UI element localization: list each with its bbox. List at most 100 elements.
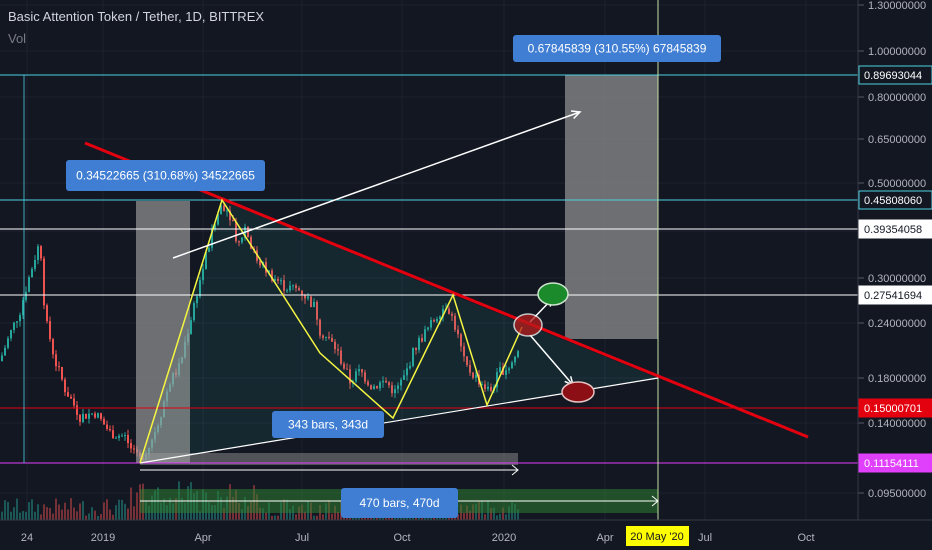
candle-body (241, 237, 243, 243)
candle-body (55, 354, 57, 367)
candle-body (37, 246, 39, 260)
measure-label-text: 343 bars, 343d (288, 418, 368, 432)
candle-body (193, 303, 195, 321)
volume-bar (304, 511, 306, 520)
candle-body (52, 339, 54, 355)
volume-bar (517, 509, 519, 520)
volume-bar (67, 509, 69, 520)
candle-body (496, 372, 498, 388)
volume-bar (223, 507, 225, 520)
volume-bar (70, 498, 72, 520)
candle-body (94, 413, 96, 418)
candle-body (274, 278, 276, 281)
candle-body (40, 246, 42, 259)
volume-label: Vol (8, 31, 27, 46)
candle-body (379, 382, 381, 389)
candle-body (514, 356, 516, 363)
candle-body (487, 386, 489, 390)
volume-bar (505, 514, 507, 520)
candle-body (205, 251, 207, 270)
volume-bar (259, 507, 261, 520)
candle-body (31, 268, 33, 278)
measure-label-box (272, 411, 384, 438)
candle-body (103, 418, 105, 425)
volume-bar (508, 506, 510, 520)
candle-body (433, 320, 435, 322)
time-tick-label: Apr (596, 532, 613, 544)
candle-body (295, 285, 297, 289)
candle-body (220, 205, 222, 215)
volume-bar (124, 503, 126, 520)
candle-body (481, 384, 483, 386)
volume-bar (313, 515, 315, 520)
candle-body (403, 375, 405, 380)
volume-bar (322, 514, 324, 520)
candle-body (310, 296, 312, 308)
candle-body (451, 313, 453, 316)
candle-body (460, 334, 462, 347)
time-axis: 24 2019 Apr Jul Oct 2020 Apr Jul Oct 20 May '20 (0, 519, 932, 546)
volume-bar (295, 514, 297, 520)
candle-body (88, 413, 90, 419)
candle-body (250, 236, 252, 249)
candle-body (322, 335, 324, 338)
volume-bar (25, 511, 27, 520)
candle-body (16, 321, 18, 323)
candle-body (46, 305, 48, 322)
volume-bar (13, 507, 15, 520)
candle-body (385, 380, 387, 383)
candle-body (100, 413, 102, 419)
candle-body (208, 247, 210, 252)
candle-body (511, 362, 513, 369)
candle-body (364, 372, 366, 382)
candle-body (349, 369, 351, 384)
volume-bar (199, 511, 201, 520)
volume-bar (271, 515, 273, 520)
volume-bar (484, 514, 486, 520)
time-tick-label: Apr (194, 532, 211, 544)
candle-body (214, 224, 216, 229)
volume-bar (109, 509, 111, 520)
candle-body (73, 398, 75, 406)
candle-body (319, 319, 321, 336)
bars-range-arrowhead (511, 464, 519, 476)
candle-body (82, 413, 84, 422)
candle-body (115, 437, 117, 439)
candle-body (508, 368, 510, 371)
candle-body (271, 270, 273, 281)
volume-bar (31, 499, 33, 520)
price-tick-label: 0.24000000 (868, 318, 926, 330)
candle-body (190, 320, 192, 335)
volume-bar (121, 499, 123, 520)
candle-body (133, 448, 135, 450)
candle-body (391, 385, 393, 394)
price-badge-label: 0.27541694 (864, 290, 922, 302)
measure-label-box (66, 160, 265, 191)
candle-body (289, 285, 291, 291)
candle-body (238, 241, 240, 243)
candle-body (469, 365, 471, 373)
candle-body (334, 341, 336, 350)
candle-body (472, 372, 474, 378)
candle-body (427, 327, 429, 330)
volume-bar (277, 515, 279, 520)
volume-bar (22, 510, 24, 520)
price-tick-label: 0.30000000 (868, 273, 926, 285)
time-badge (626, 526, 689, 546)
candle-body (202, 269, 204, 281)
target-ellipse-green (537, 282, 569, 306)
candle-body (316, 301, 318, 320)
candle-body (382, 380, 384, 383)
volume-bar (262, 508, 264, 520)
candle-body (79, 414, 81, 422)
time-tick-label: Jul (295, 532, 309, 544)
triangle-fill (140, 200, 658, 463)
candle-body (109, 428, 111, 431)
volume-bar (79, 503, 81, 520)
volume-bar (127, 508, 129, 520)
price-badge-label: 0.39354058 (864, 224, 922, 236)
symbol-title: Basic Attention Token / Tether, 1D, BITT… (8, 9, 265, 24)
time-tick-label: Jul (698, 532, 712, 544)
candle-body (343, 363, 345, 369)
